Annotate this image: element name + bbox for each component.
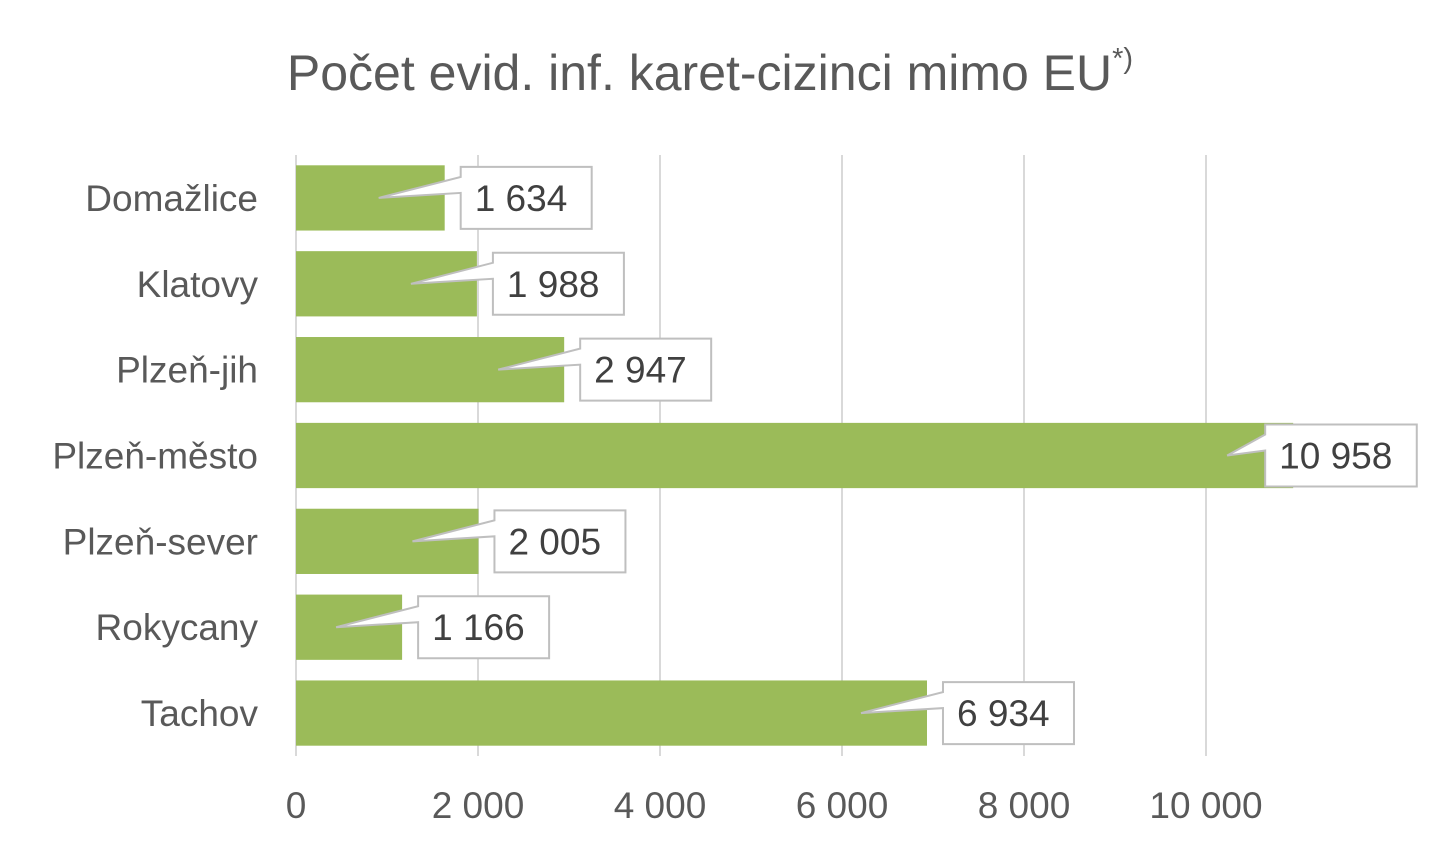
data-label: 2 947	[594, 350, 687, 391]
bar	[296, 337, 565, 403]
x-tick-label: 2 000	[432, 785, 525, 826]
category-label: Klatovy	[137, 264, 259, 305]
category-label: Rokycany	[96, 607, 259, 648]
x-tick-label: 4 000	[614, 785, 707, 826]
bar	[296, 165, 445, 231]
category-labels: Domažlice Klatovy Plzeň-jih Plzeň-město Plze…	[52, 178, 258, 734]
x-tick-label: 8 000	[978, 785, 1071, 826]
data-label-callout: 2 005	[412, 509, 627, 574]
data-label: 1 166	[432, 607, 525, 648]
data-label-callout: 1 988	[410, 251, 625, 316]
category-label: Plzeň-jih	[116, 350, 258, 391]
data-label: 10 958	[1279, 436, 1392, 477]
data-label-box	[860, 681, 1075, 746]
data-label-box	[335, 595, 551, 660]
data-label-callout: 1 634	[378, 165, 593, 230]
chart-title: Počet evid. inf. karet-cizinci mimo EU*)	[287, 43, 1133, 101]
data-label-box	[378, 165, 593, 230]
data-label-box	[1226, 423, 1418, 488]
category-label: Plzeň-sever	[63, 521, 258, 562]
category-label: Domažlice	[85, 178, 258, 219]
chart-title-superscript: *)	[1112, 43, 1133, 75]
data-label-box	[410, 251, 625, 316]
data-label: 6 934	[957, 693, 1050, 734]
x-axis-tick-labels: 0 2 000 4 000 6 000 8 000 10 000	[286, 785, 1263, 826]
data-label-callout: 1 166	[335, 595, 551, 660]
category-label: Tachov	[141, 693, 259, 734]
x-tick-label: 6 000	[796, 785, 889, 826]
category-label: Plzeň-město	[52, 436, 258, 477]
data-label-box	[497, 337, 713, 402]
data-label: 1 634	[475, 178, 568, 219]
data-label: 2 005	[508, 521, 601, 562]
data-label-callout: 2 947	[497, 337, 713, 402]
data-label: 1 988	[507, 264, 600, 305]
data-label-box	[412, 509, 627, 574]
bars	[296, 165, 1294, 746]
x-tick-label: 0	[286, 785, 307, 826]
bar	[296, 251, 477, 317]
x-tick-label: 10 000	[1149, 785, 1262, 826]
data-label-callout: 6 934	[860, 681, 1075, 746]
bar	[296, 422, 1294, 489]
bar	[296, 508, 479, 574]
data-label-callout: 10 958	[1226, 423, 1418, 488]
bar	[296, 680, 927, 746]
chart-title-main: Počet evid. inf. karet-cizinci mimo EU	[287, 45, 1112, 101]
data-labels: 1 634 1 988 2 947 10 958 2 005 1 166 6 934	[335, 165, 1418, 746]
